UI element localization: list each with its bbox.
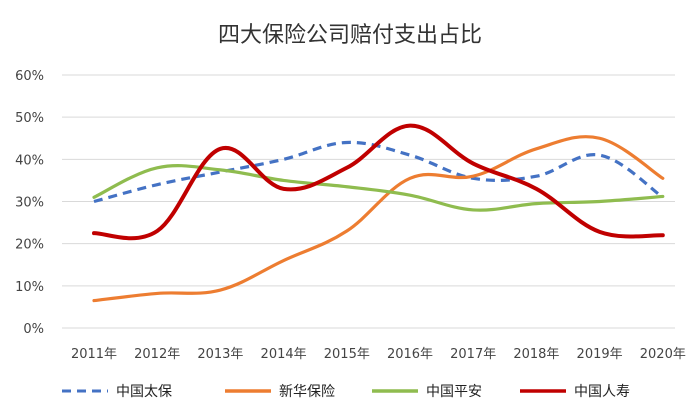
x-tick-label: 2018年	[513, 347, 559, 362]
x-axis-ticks: 2011年 2012年 2013年 2014年 2015年 2016年 2017年 2018年…	[71, 347, 686, 362]
series-line-chinalife	[92, 123, 665, 241]
legend: 中国太保 新华保险 中国平安 中国人寿	[62, 383, 630, 400]
legend-label: 中国人寿	[574, 383, 630, 400]
legend-label: 中国平安	[426, 384, 482, 400]
x-tick-label: 2016年	[387, 347, 433, 362]
x-tick-label: 2015年	[324, 347, 370, 362]
series-lines	[92, 123, 665, 303]
y-tick-label: 50%	[15, 111, 44, 126]
legend-label: 中国太保	[116, 384, 172, 400]
y-tick-label: 0%	[23, 322, 44, 337]
series-line-cpic	[93, 140, 664, 204]
x-tick-label: 2013年	[197, 347, 243, 362]
y-tick-label: 60%	[15, 69, 44, 84]
legend-label: 新华保险	[279, 384, 335, 400]
y-tick-label: 10%	[15, 280, 44, 295]
y-tick-label: 40%	[15, 153, 44, 168]
y-tick-label: 30%	[15, 196, 44, 211]
series-line-pingan	[92, 164, 665, 212]
x-tick-label: 2017年	[450, 347, 496, 362]
series-line-nci	[92, 135, 665, 303]
y-axis-ticks: 0% 10% 20% 30% 40% 50% 60%	[15, 69, 44, 337]
x-tick-label: 2012年	[134, 347, 180, 362]
gridlines	[62, 74, 675, 329]
x-tick-label: 2011年	[71, 347, 117, 362]
x-tick-label: 2014年	[261, 347, 307, 362]
chart-title: 四大保险公司赔付支出占比	[218, 23, 482, 48]
x-tick-label: 2020年	[640, 347, 686, 362]
x-tick-label: 2019年	[577, 347, 623, 362]
y-tick-label: 20%	[15, 238, 44, 253]
